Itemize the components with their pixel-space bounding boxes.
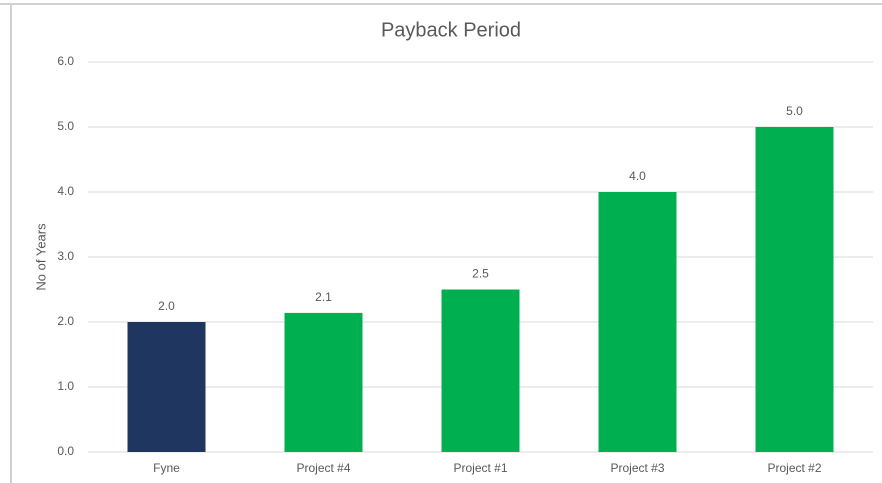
- bar: [284, 312, 363, 452]
- y-axis-label: No of Years: [33, 223, 48, 291]
- y-tick-label: 3.0: [57, 249, 74, 263]
- data-label: 5.0: [786, 104, 803, 118]
- bar: [441, 289, 520, 452]
- data-label: 2.5: [472, 267, 489, 281]
- y-tick-label: 4.0: [57, 184, 74, 198]
- y-tick-label: 1.0: [57, 379, 74, 393]
- x-tick-label: Project #1: [453, 461, 507, 475]
- y-tick-label: 5.0: [57, 119, 74, 133]
- data-label: 2.0: [158, 299, 175, 313]
- x-tick-label: Project #2: [767, 461, 821, 475]
- y-tick-label: 2.0: [57, 314, 74, 328]
- chart-title: Payback Period: [381, 19, 521, 41]
- data-label: 2.1: [315, 290, 332, 304]
- y-tick-label: 6.0: [57, 54, 74, 68]
- bar: [755, 127, 834, 452]
- data-label: 4.0: [629, 169, 646, 183]
- y-tick-label: 0.0: [57, 444, 74, 458]
- x-tick-label: Project #4: [296, 461, 350, 475]
- bar: [127, 322, 206, 452]
- x-tick-label: Fyne: [153, 461, 180, 475]
- x-tick-label: Project #3: [610, 461, 664, 475]
- bar: [598, 192, 677, 452]
